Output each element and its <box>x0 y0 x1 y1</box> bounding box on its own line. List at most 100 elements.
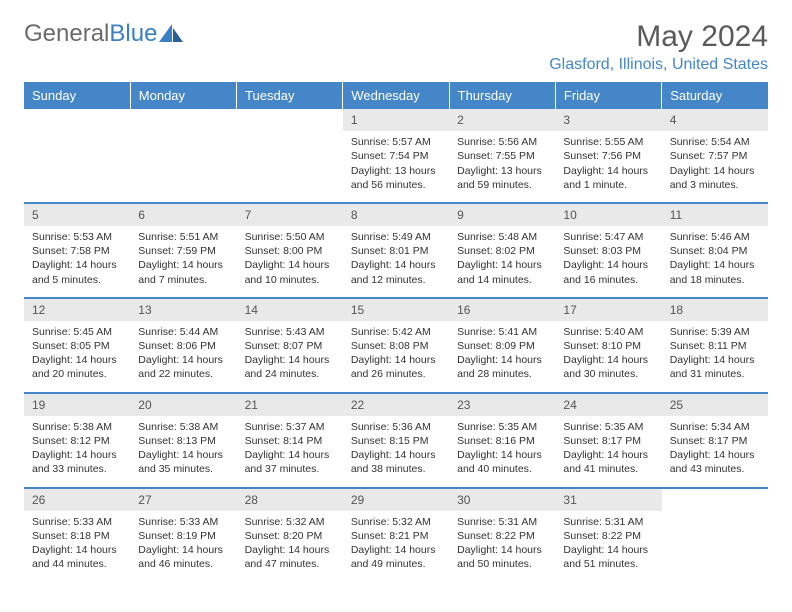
sunset-line: Sunset: 7:57 PM <box>670 149 760 163</box>
day-number: 9 <box>449 204 555 226</box>
day-data: Sunrise: 5:40 AMSunset: 8:10 PMDaylight:… <box>555 321 661 392</box>
calendar-day-cell: 13Sunrise: 5:44 AMSunset: 8:06 PMDayligh… <box>130 298 236 393</box>
day-data: Sunrise: 5:34 AMSunset: 8:17 PMDaylight:… <box>662 416 768 487</box>
sunrise-line: Sunrise: 5:50 AM <box>245 230 335 244</box>
day-number: 21 <box>237 394 343 416</box>
day-number: 4 <box>662 109 768 131</box>
day-number: 10 <box>555 204 661 226</box>
sunset-line: Sunset: 8:10 PM <box>563 339 653 353</box>
sunset-line: Sunset: 8:19 PM <box>138 529 228 543</box>
weekday-header: Tuesday <box>237 82 343 109</box>
day-data: Sunrise: 5:31 AMSunset: 8:22 PMDaylight:… <box>449 511 555 582</box>
daylight-line: Daylight: 14 hours and 26 minutes. <box>351 353 441 381</box>
day-data: Sunrise: 5:38 AMSunset: 8:12 PMDaylight:… <box>24 416 130 487</box>
daylight-line: Daylight: 14 hours and 16 minutes. <box>563 258 653 286</box>
calendar-body: ......1Sunrise: 5:57 AMSunset: 7:54 PMDa… <box>24 109 768 581</box>
daylight-line: Daylight: 14 hours and 47 minutes. <box>245 543 335 571</box>
sunset-line: Sunset: 8:04 PM <box>670 244 760 258</box>
sunrise-line: Sunrise: 5:35 AM <box>563 420 653 434</box>
daylight-line: Daylight: 14 hours and 30 minutes. <box>563 353 653 381</box>
calendar-day-cell: 5Sunrise: 5:53 AMSunset: 7:58 PMDaylight… <box>24 203 130 298</box>
calendar-day-cell: 15Sunrise: 5:42 AMSunset: 8:08 PMDayligh… <box>343 298 449 393</box>
calendar-empty-cell: .. <box>237 109 343 203</box>
day-data: Sunrise: 5:51 AMSunset: 7:59 PMDaylight:… <box>130 226 236 297</box>
day-number: 17 <box>555 299 661 321</box>
sunrise-line: Sunrise: 5:39 AM <box>670 325 760 339</box>
sunset-line: Sunset: 8:00 PM <box>245 244 335 258</box>
sunrise-line: Sunrise: 5:49 AM <box>351 230 441 244</box>
sunrise-line: Sunrise: 5:31 AM <box>457 515 547 529</box>
day-data: Sunrise: 5:31 AMSunset: 8:22 PMDaylight:… <box>555 511 661 582</box>
daylight-line: Daylight: 14 hours and 5 minutes. <box>32 258 122 286</box>
daylight-line: Daylight: 14 hours and 7 minutes. <box>138 258 228 286</box>
sunset-line: Sunset: 8:03 PM <box>563 244 653 258</box>
daylight-line: Daylight: 14 hours and 40 minutes. <box>457 448 547 476</box>
day-number: 3 <box>555 109 661 131</box>
weekday-header: Monday <box>130 82 236 109</box>
calendar-day-cell: 8Sunrise: 5:49 AMSunset: 8:01 PMDaylight… <box>343 203 449 298</box>
day-number: 11 <box>662 204 768 226</box>
day-number: 30 <box>449 489 555 511</box>
daylight-line: Daylight: 14 hours and 46 minutes. <box>138 543 228 571</box>
sunset-line: Sunset: 8:07 PM <box>245 339 335 353</box>
calendar-week-row: 19Sunrise: 5:38 AMSunset: 8:12 PMDayligh… <box>24 393 768 488</box>
daylight-line: Daylight: 14 hours and 51 minutes. <box>563 543 653 571</box>
day-data: Sunrise: 5:44 AMSunset: 8:06 PMDaylight:… <box>130 321 236 392</box>
brand-part1: General <box>24 20 109 48</box>
day-number: 12 <box>24 299 130 321</box>
sunrise-line: Sunrise: 5:31 AM <box>563 515 653 529</box>
location: Glasford, Illinois, United States <box>549 56 768 74</box>
sunrise-line: Sunrise: 5:42 AM <box>351 325 441 339</box>
day-number: 7 <box>237 204 343 226</box>
calendar-day-cell: 16Sunrise: 5:41 AMSunset: 8:09 PMDayligh… <box>449 298 555 393</box>
day-data: Sunrise: 5:35 AMSunset: 8:17 PMDaylight:… <box>555 416 661 487</box>
daylight-line: Daylight: 14 hours and 22 minutes. <box>138 353 228 381</box>
day-data: Sunrise: 5:43 AMSunset: 8:07 PMDaylight:… <box>237 321 343 392</box>
daylight-line: Daylight: 14 hours and 35 minutes. <box>138 448 228 476</box>
day-number: 27 <box>130 489 236 511</box>
day-data: Sunrise: 5:53 AMSunset: 7:58 PMDaylight:… <box>24 226 130 297</box>
daylight-line: Daylight: 14 hours and 33 minutes. <box>32 448 122 476</box>
sunset-line: Sunset: 8:21 PM <box>351 529 441 543</box>
day-number: 15 <box>343 299 449 321</box>
sunrise-line: Sunrise: 5:33 AM <box>138 515 228 529</box>
calendar-empty-cell: .. <box>130 109 236 203</box>
title-block: May 2024 Glasford, Illinois, United Stat… <box>549 20 768 74</box>
daylight-line: Daylight: 14 hours and 41 minutes. <box>563 448 653 476</box>
sunrise-line: Sunrise: 5:43 AM <box>245 325 335 339</box>
day-number: 16 <box>449 299 555 321</box>
sunset-line: Sunset: 8:11 PM <box>670 339 760 353</box>
daylight-line: Daylight: 14 hours and 20 minutes. <box>32 353 122 381</box>
sunrise-line: Sunrise: 5:37 AM <box>245 420 335 434</box>
calendar-day-cell: 19Sunrise: 5:38 AMSunset: 8:12 PMDayligh… <box>24 393 130 488</box>
day-number: 14 <box>237 299 343 321</box>
sunrise-line: Sunrise: 5:47 AM <box>563 230 653 244</box>
day-data: Sunrise: 5:48 AMSunset: 8:02 PMDaylight:… <box>449 226 555 297</box>
day-number: 28 <box>237 489 343 511</box>
day-data: Sunrise: 5:45 AMSunset: 8:05 PMDaylight:… <box>24 321 130 392</box>
day-number: 5 <box>24 204 130 226</box>
calendar-day-cell: 3Sunrise: 5:55 AMSunset: 7:56 PMDaylight… <box>555 109 661 203</box>
calendar-day-cell: 6Sunrise: 5:51 AMSunset: 7:59 PMDaylight… <box>130 203 236 298</box>
weekday-header: Wednesday <box>343 82 449 109</box>
brand-logo: GeneralBlue <box>24 20 185 48</box>
day-data: Sunrise: 5:39 AMSunset: 8:11 PMDaylight:… <box>662 321 768 392</box>
day-number: 24 <box>555 394 661 416</box>
day-number: 25 <box>662 394 768 416</box>
month-title: May 2024 <box>549 20 768 54</box>
sunset-line: Sunset: 7:55 PM <box>457 149 547 163</box>
sunset-line: Sunset: 7:56 PM <box>563 149 653 163</box>
sunset-line: Sunset: 8:12 PM <box>32 434 122 448</box>
day-data: Sunrise: 5:32 AMSunset: 8:20 PMDaylight:… <box>237 511 343 582</box>
sunrise-line: Sunrise: 5:53 AM <box>32 230 122 244</box>
sunrise-line: Sunrise: 5:34 AM <box>670 420 760 434</box>
daylight-line: Daylight: 14 hours and 44 minutes. <box>32 543 122 571</box>
day-number: 6 <box>130 204 236 226</box>
day-data: Sunrise: 5:33 AMSunset: 8:19 PMDaylight:… <box>130 511 236 582</box>
sunrise-line: Sunrise: 5:45 AM <box>32 325 122 339</box>
sunset-line: Sunset: 8:01 PM <box>351 244 441 258</box>
daylight-line: Daylight: 14 hours and 18 minutes. <box>670 258 760 286</box>
day-number: 13 <box>130 299 236 321</box>
sunrise-line: Sunrise: 5:48 AM <box>457 230 547 244</box>
daylight-line: Daylight: 14 hours and 50 minutes. <box>457 543 547 571</box>
